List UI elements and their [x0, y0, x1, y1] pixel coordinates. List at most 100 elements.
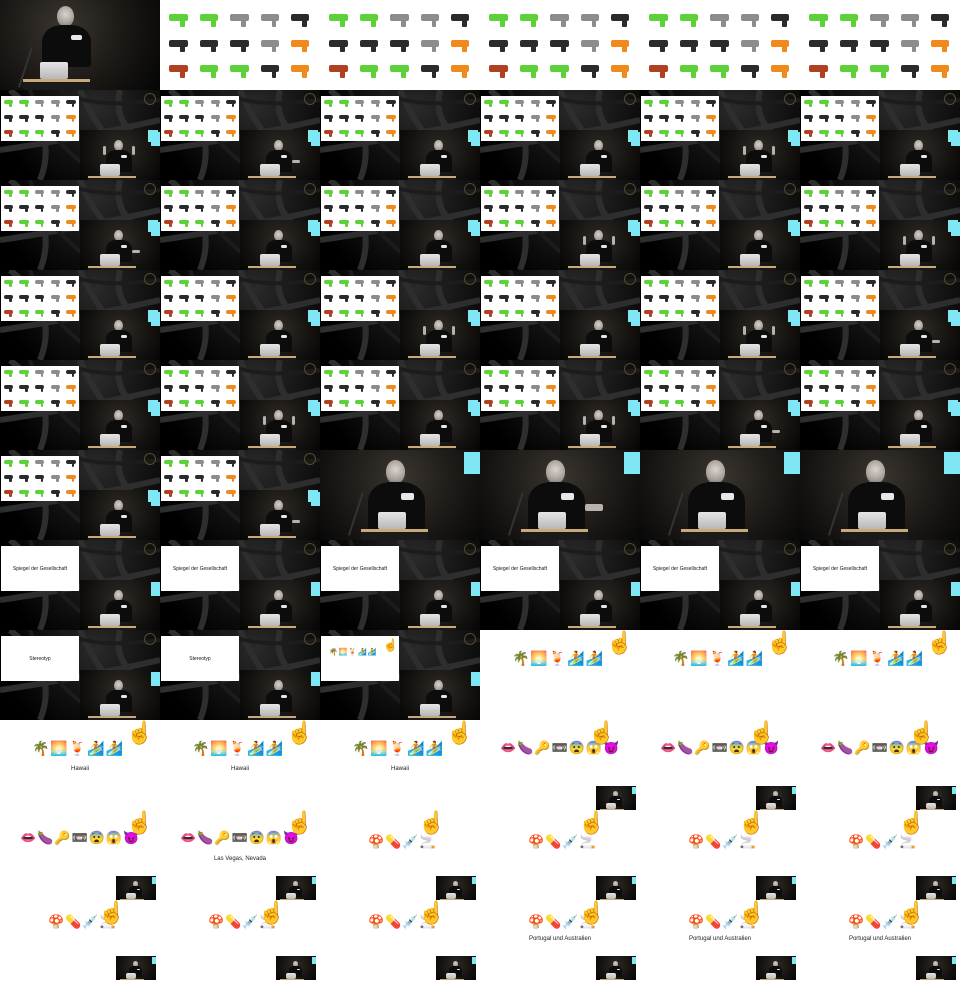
pistol-icon: [489, 39, 508, 53]
pistol-icon: [706, 309, 716, 318]
text-slide: Stereotyp: [161, 636, 239, 681]
laptop: [420, 254, 440, 266]
pistol-icon: [169, 14, 188, 27]
pistol-grip: [665, 402, 668, 408]
screen-light: [148, 490, 158, 502]
pistol-grip: [551, 372, 555, 378]
raised-hand: [583, 416, 586, 425]
pistol-icon: [483, 189, 494, 198]
pistol-icon: [643, 384, 654, 393]
pistol-grip: [711, 402, 715, 408]
pistol-icon: [35, 474, 45, 483]
pistol-grip: [376, 222, 379, 228]
pistol-grip: [9, 402, 12, 408]
pistol-grip: [40, 222, 44, 228]
pistol-icon: [483, 384, 494, 393]
pistol-grip: [216, 207, 219, 213]
pistol-grip: [180, 19, 186, 27]
presenter-head: [434, 140, 443, 151]
laptop: [766, 803, 776, 809]
pistol-icon: [546, 219, 556, 228]
pistol-grip: [25, 387, 28, 393]
video-frame-thumbnail: [480, 270, 640, 360]
pistol-grip: [690, 44, 696, 53]
pistol-grip: [680, 297, 684, 303]
pistol-grip: [665, 132, 668, 138]
video-frame-thumbnail: [480, 0, 640, 90]
presenter-video: [596, 956, 636, 980]
pistol-grip: [680, 132, 684, 138]
pistol-icon: [931, 39, 950, 53]
pistol-grip: [649, 117, 652, 123]
pistol-icon: [499, 294, 509, 303]
screen-light: [148, 310, 158, 322]
pistol-grip: [942, 19, 947, 27]
pistol-icon: [163, 474, 174, 483]
shirt-logo: [776, 798, 780, 800]
pistol-grip: [711, 282, 715, 288]
pistol-grip: [711, 192, 715, 198]
pistol-icon: [483, 129, 494, 138]
pistol-grip: [25, 492, 28, 498]
presenter-torso: [129, 886, 142, 897]
pistol-icon: [163, 459, 174, 468]
laptop: [766, 893, 776, 899]
pistol-grip: [871, 402, 875, 408]
pistol-grip: [216, 372, 219, 378]
pistol-grip: [376, 192, 379, 198]
pistol-icon: [900, 14, 919, 27]
podium-front: [888, 178, 936, 180]
pistol-grip: [40, 462, 44, 468]
pistol-grip: [56, 372, 59, 378]
pistol-icon: [706, 114, 716, 123]
pistol-grip: [9, 222, 12, 228]
video-frame-thumbnail: 🌴🌅🍹🏄🏄 ☝ Hawaii: [160, 720, 320, 810]
pistol-grip: [200, 192, 204, 198]
pistol-icon: [690, 294, 700, 303]
shirt-logo: [601, 335, 607, 338]
pistol-icon: [706, 369, 716, 378]
stage-emblem: [784, 93, 796, 105]
pistol-icon: [835, 219, 845, 228]
pistol-icon: [195, 489, 205, 498]
laptop: [286, 973, 296, 979]
pistol-icon: [35, 459, 45, 468]
pistol-icon: [355, 399, 365, 408]
shirt-logo: [281, 245, 287, 248]
emoji-sequence: 🌴🌅🍹🏄🏄: [352, 740, 445, 756]
pistol-icon: [850, 294, 860, 303]
pistol-icon: [195, 459, 205, 468]
pistol-icon: [706, 129, 716, 138]
screen-light: [951, 957, 956, 964]
pistol-grip: [431, 19, 437, 27]
pistol-icon: [323, 294, 334, 303]
pistol-grip: [536, 132, 539, 138]
emoji-caption: Hawaii: [390, 766, 409, 772]
podium-front: [888, 628, 936, 630]
pistol-grip: [500, 44, 506, 53]
pistol-icon: [390, 39, 409, 53]
pistol-grip: [856, 372, 859, 378]
pistol-icon: [499, 204, 509, 213]
screen-light: [471, 877, 476, 884]
pistol-grip: [200, 372, 204, 378]
pistol-grip: [696, 297, 699, 303]
emoji-sequence: 🍄💊💉🚬: [368, 914, 437, 929]
pistol-grip: [530, 70, 536, 78]
pistol-icon: [339, 279, 349, 288]
pistol-grip: [505, 117, 508, 123]
pistol-icon: [355, 219, 365, 228]
podium-front: [681, 531, 749, 540]
pistol-grip: [520, 402, 524, 408]
pistol-grip: [360, 402, 364, 408]
pistol-icon: [355, 99, 365, 108]
pistol-grip: [856, 192, 859, 198]
pistol-icon: [866, 279, 876, 288]
pistol-icon: [803, 219, 814, 228]
pistol-icon: [530, 309, 540, 318]
stage-emblem: [304, 363, 316, 375]
pistol-icon: [66, 219, 76, 228]
pistol-grip: [40, 387, 44, 393]
pistol-icon: [3, 204, 14, 213]
pistol-grip: [696, 312, 699, 318]
